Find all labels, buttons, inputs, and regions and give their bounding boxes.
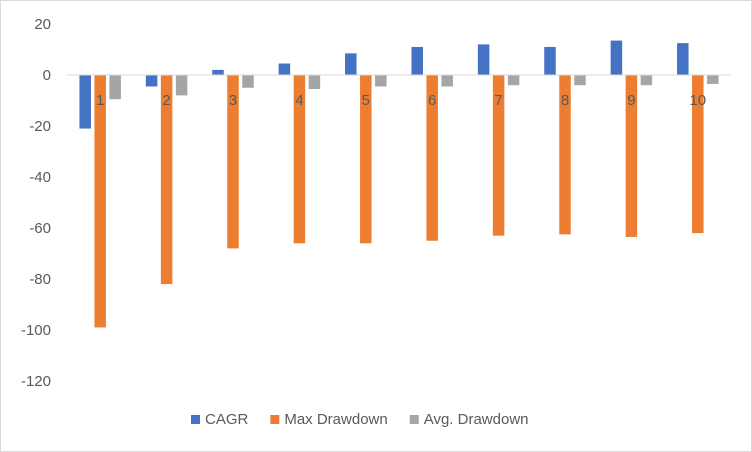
bar-max-drawdown-3 — [227, 75, 239, 249]
x-tick-label: 10 — [689, 92, 706, 109]
bar-cagr-3 — [212, 69, 224, 75]
y-tick-label: 0 — [43, 67, 51, 84]
bar-max-drawdown-1 — [94, 75, 106, 328]
y-tick-label: -60 — [29, 220, 51, 237]
x-tick-label: 6 — [428, 92, 436, 109]
legend-swatch — [270, 415, 280, 424]
x-tick-label: 5 — [362, 92, 370, 109]
y-tick-label: -120 — [21, 373, 51, 390]
y-tick-label: 20 — [34, 16, 51, 33]
bar-cagr-9 — [610, 40, 623, 75]
y-tick-label: -100 — [21, 322, 51, 339]
bar-avg-drawdown-2 — [175, 75, 188, 96]
legend-label: Avg. Drawdown — [424, 411, 529, 428]
x-tick-label: 1 — [96, 92, 104, 109]
y-tick-label: -20 — [29, 118, 51, 135]
bar-max-drawdown-7 — [492, 75, 505, 236]
x-tick-label: 8 — [561, 92, 569, 109]
bar-avg-drawdown-7 — [507, 75, 520, 86]
x-tick-label: 4 — [295, 92, 303, 109]
bar-avg-drawdown-4 — [308, 75, 321, 90]
bar-avg-drawdown-9 — [640, 75, 653, 86]
legend-swatch — [409, 415, 419, 424]
bar-cagr-5 — [345, 53, 357, 75]
bar-avg-drawdown-10 — [707, 75, 719, 84]
x-tick-label: 9 — [627, 92, 635, 109]
bar-cagr-6 — [411, 46, 423, 75]
bar-cagr-1 — [79, 75, 91, 129]
y-axis: 20 0 -20 -40 -60 -80 -100 -120 — [21, 16, 51, 390]
x-tick-label: 2 — [162, 92, 170, 109]
bar-max-drawdown-2 — [160, 75, 173, 285]
legend-swatch — [191, 415, 200, 424]
legend-label: Max Drawdown — [284, 411, 387, 428]
bar-max-drawdown-10 — [692, 75, 704, 234]
bar-cagr-2 — [145, 75, 158, 87]
x-axis-labels: 1 2 3 4 5 6 7 8 9 10 — [96, 92, 706, 109]
x-tick-label: 3 — [229, 92, 237, 109]
legend: CAGR Max Drawdown Avg. Drawdown — [191, 411, 529, 428]
bar-cagr-8 — [544, 46, 556, 75]
bar-max-drawdown-8 — [559, 75, 571, 235]
y-tick-label: -80 — [29, 271, 51, 288]
bar-avg-drawdown-6 — [441, 75, 453, 87]
legend-label: CAGR — [205, 411, 249, 428]
bar-max-drawdown-9 — [625, 75, 638, 237]
x-tick-label: 7 — [494, 92, 502, 109]
bar-max-drawdown-5 — [360, 75, 372, 244]
bar-cagr-7 — [477, 44, 490, 75]
bar-max-drawdown-4 — [293, 75, 306, 244]
bar-max-drawdown-6 — [426, 75, 438, 241]
bar-cagr-4 — [278, 63, 291, 75]
bar-series-group — [79, 40, 719, 328]
bar-avg-drawdown-3 — [242, 75, 254, 88]
bar-cagr-10 — [677, 43, 689, 76]
bar-avg-drawdown-5 — [375, 75, 387, 87]
y-tick-label: -40 — [29, 169, 51, 186]
bar-avg-drawdown-8 — [574, 75, 586, 86]
bar-avg-drawdown-1 — [109, 75, 121, 100]
